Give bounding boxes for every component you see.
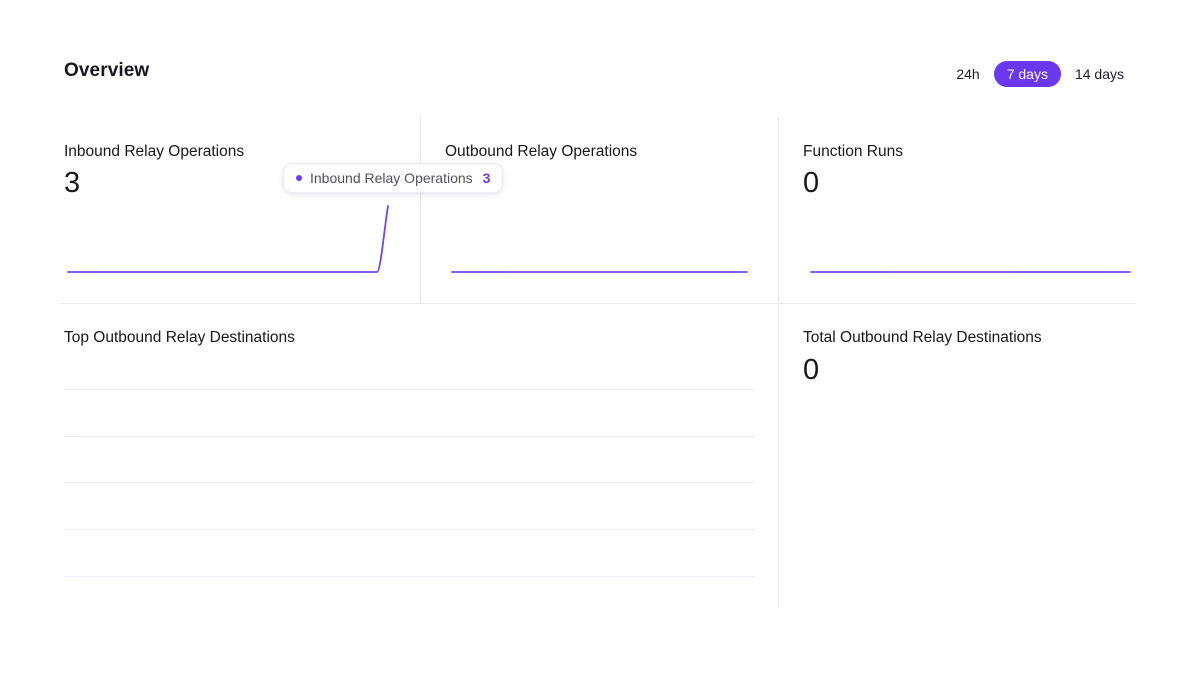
page-title: Overview — [64, 60, 150, 81]
metric-title-inbound-relay: Inbound Relay Operations — [64, 143, 245, 160]
chart-hover-tooltip: Inbound Relay Operations 3 — [283, 163, 504, 193]
total-destinations-title: Total Outbound Relay Destinations — [803, 329, 1042, 346]
top-destinations-title: Top Outbound Relay Destinations — [64, 329, 295, 346]
metric-title-function-runs: Function Runs — [803, 143, 903, 160]
column-divider-1 — [420, 117, 421, 303]
time-range-14days[interactable]: 14 days — [1074, 66, 1124, 82]
time-range-24h[interactable]: 24h — [956, 66, 980, 82]
metric-value-function-runs: 0 — [803, 167, 820, 199]
time-range-selector: 24h 7 days 14 days — [956, 61, 1124, 87]
tooltip-value: 3 — [482, 170, 491, 186]
metric-value-inbound-relay: 3 — [64, 167, 81, 199]
destination-row — [64, 343, 755, 390]
series-dot-icon — [296, 175, 302, 181]
row-divider — [60, 303, 1136, 304]
tooltip-series-label: Inbound Relay Operations — [310, 170, 473, 186]
destination-row — [64, 530, 755, 577]
sparkline-outbound-relay[interactable] — [448, 202, 751, 276]
metric-title-outbound-relay: Outbound Relay Operations — [445, 143, 638, 160]
column-divider-2 — [778, 117, 779, 608]
total-destinations-value: 0 — [803, 354, 820, 386]
time-range-7days-selected[interactable]: 7 days — [993, 61, 1061, 87]
sparkline-inbound-relay[interactable] — [64, 202, 392, 276]
destination-row — [64, 437, 755, 484]
destination-row — [64, 390, 755, 437]
sparkline-function-runs[interactable] — [807, 202, 1134, 276]
top-destinations-table — [64, 343, 755, 577]
destination-row — [64, 483, 755, 531]
